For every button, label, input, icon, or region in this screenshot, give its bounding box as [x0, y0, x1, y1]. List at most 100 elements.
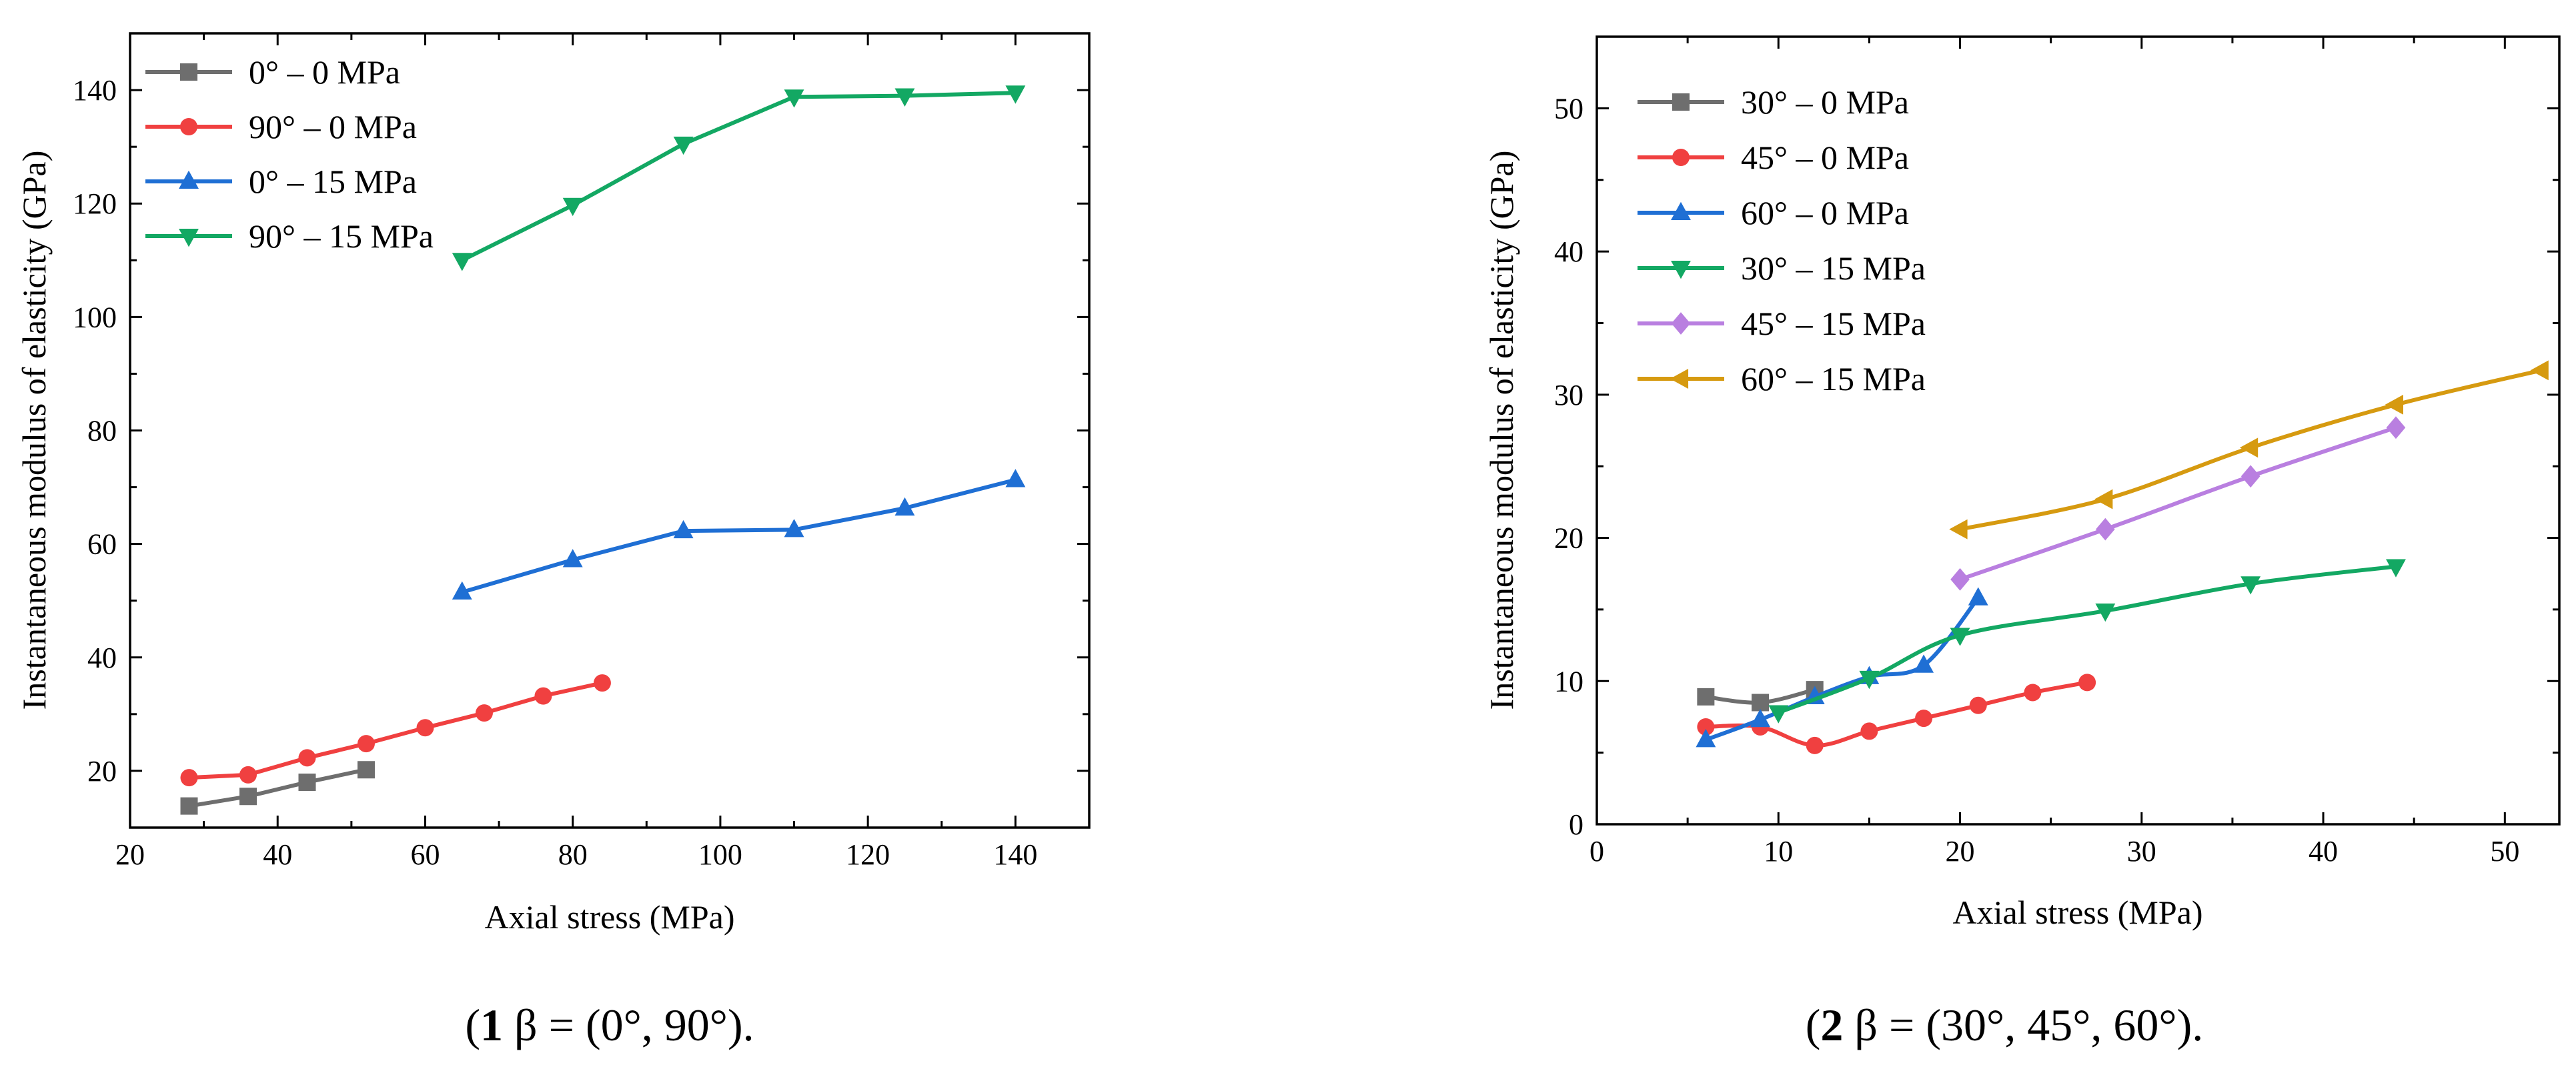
series-2 — [1697, 674, 2096, 754]
legend-marker — [1672, 149, 1690, 166]
caption-number: 1 — [480, 1000, 503, 1050]
legend: 30° – 0 MPa 45° – 0 MPa 60° – 0 MPa 30° – 1… — [1638, 83, 1926, 397]
y-tick-label: 40 — [1554, 235, 1583, 268]
x-tick-label: 50 — [2490, 835, 2519, 868]
data-point — [2385, 394, 2404, 415]
data-point — [2096, 517, 2115, 541]
series-line — [460, 477, 1018, 594]
x-axis-title: Axial stress (MPa) — [485, 898, 735, 936]
y-axis-title: Instantaneous modulus of elasticity (GPa… — [1483, 151, 1520, 710]
data-point — [894, 497, 915, 516]
x-tick-label: 30 — [2127, 835, 2156, 868]
data-point — [1949, 519, 1968, 540]
data-point — [475, 704, 493, 722]
legend-marker — [1672, 93, 1690, 111]
x-tick-label: 60 — [410, 838, 440, 871]
data-point — [1859, 670, 1880, 690]
data-point — [1005, 469, 1026, 487]
data-point — [180, 769, 198, 787]
legend-label: 60° – 0 MPa — [1741, 194, 1909, 231]
data-point — [2386, 559, 2406, 578]
y-axis-title: Instantaneous modulus of elasticity (GPa… — [15, 151, 53, 710]
y-tick-label: 50 — [1554, 92, 1583, 125]
legend: 0° – 0 MPa 90° – 0 MPa 0° – 15 MPa 90° – 15… — [145, 53, 434, 255]
chart-panel-2: 0 10 20 30 40 50 0 10 20 30 40 50 30° – 0 MPa 45° – … — [1483, 35, 2561, 1050]
data-point — [2530, 360, 2549, 381]
data-point — [1806, 736, 1824, 754]
legend-item: 45° – 15 MPa — [1638, 305, 1926, 342]
data-point — [1696, 729, 1716, 748]
legend-label: 45° – 0 MPa — [1741, 139, 1909, 176]
data-point — [1914, 654, 1934, 673]
legend-item: 60° – 0 MPa — [1638, 194, 1909, 231]
data-point — [2078, 674, 2096, 692]
legend-marker — [180, 63, 197, 81]
caption-text: β = (30°, 45°, 60°). — [1843, 1000, 2203, 1050]
x-tick-label: 40 — [2309, 835, 2338, 868]
data-point — [2024, 684, 2042, 702]
data-point — [1968, 587, 1988, 606]
data-point — [673, 136, 694, 155]
x-tick-label: 100 — [698, 838, 742, 871]
data-point — [562, 549, 583, 568]
x-axis-title: Axial stress (MPa) — [1953, 894, 2203, 931]
data-point — [298, 749, 316, 767]
series-layer — [180, 85, 1026, 815]
series-5 — [1950, 416, 2406, 591]
data-point — [1697, 688, 1715, 706]
legend-item: 60° – 15 MPa — [1638, 360, 1926, 397]
legend-label: 90° – 15 MPa — [249, 217, 434, 255]
data-point — [2386, 416, 2406, 439]
legend-item: 0° – 15 MPa — [145, 163, 417, 200]
y-tick-label: 100 — [73, 301, 117, 333]
caption-number: 2 — [1820, 1000, 1843, 1050]
legend-marker — [1671, 201, 1691, 221]
legend-label: 0° – 15 MPa — [249, 163, 417, 200]
legend-item: 90° – 15 MPa — [145, 217, 434, 255]
data-point — [357, 735, 375, 753]
data-point — [239, 766, 257, 784]
data-point — [452, 253, 472, 271]
data-point — [1005, 85, 1026, 104]
series-line — [187, 681, 604, 780]
legend-label: 0° – 0 MPa — [249, 53, 400, 91]
legend-item: 30° – 0 MPa — [1638, 83, 1909, 121]
legend-marker — [179, 228, 199, 247]
caption-text: β = (0°, 90°). — [503, 1000, 754, 1050]
data-point — [593, 674, 611, 692]
x-tick-label: 10 — [1764, 835, 1793, 868]
data-point — [1950, 568, 1970, 591]
data-point — [1915, 710, 1933, 728]
y-tick-label: 20 — [1554, 522, 1583, 555]
series-line — [1958, 425, 2398, 582]
figure-caption: (1 β = (0°, 90°). — [465, 1000, 754, 1050]
legend-label: 45° – 15 MPa — [1741, 305, 1926, 342]
y-tick-label: 60 — [87, 528, 117, 561]
series-1 — [1697, 681, 1824, 712]
y-tick-label: 30 — [1554, 379, 1583, 411]
data-point — [673, 519, 694, 539]
x-tick-label: 80 — [558, 838, 588, 871]
y-tick-label: 10 — [1554, 665, 1583, 698]
legend-marker — [1670, 369, 1689, 389]
data-point — [416, 719, 434, 737]
data-point — [1860, 722, 1878, 740]
legend-marker — [180, 118, 197, 135]
legend-marker — [1671, 260, 1691, 279]
data-point — [1950, 628, 1970, 646]
data-point — [562, 197, 583, 217]
data-point — [2240, 465, 2261, 488]
y-tick-label: 140 — [73, 74, 117, 107]
data-point — [2094, 489, 2113, 509]
x-tick-label: 120 — [846, 838, 890, 871]
series-1 — [180, 761, 375, 815]
series-line — [187, 768, 368, 808]
figure-caption: (2 β = (30°, 45°, 60°). — [1806, 1000, 2203, 1050]
data-point — [534, 687, 552, 705]
series-line — [1704, 596, 1980, 742]
data-point — [2240, 576, 2261, 595]
legend-marker — [179, 170, 199, 189]
y-tick-label: 40 — [87, 642, 117, 674]
series-2 — [180, 674, 611, 787]
x-tick-label: 20 — [1946, 835, 1975, 868]
